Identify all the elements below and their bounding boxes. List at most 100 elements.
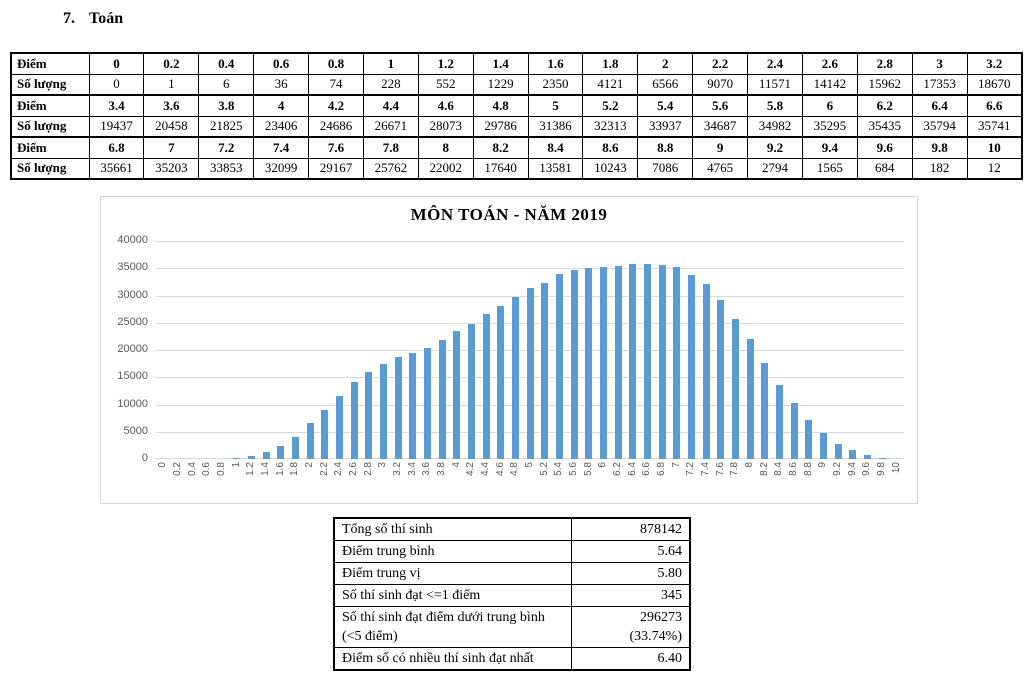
score-cell: 0.6	[253, 52, 309, 75]
score-cell: 3.6	[143, 94, 200, 117]
count-cell: 33937	[637, 115, 694, 138]
x-axis-tick-label: 2.8	[362, 462, 374, 476]
score-cell: 2.8	[856, 52, 913, 75]
x-axis-tick-label: 0.8	[216, 462, 227, 476]
count-cell: 9070	[692, 73, 748, 96]
count-cell: 32313	[582, 115, 639, 138]
summary-value: 345	[570, 584, 691, 607]
summary-row: Điểm trung bình 5.64	[333, 540, 691, 563]
row-label: Số lượng	[10, 157, 90, 180]
count-cell: 0	[88, 73, 145, 96]
count-cell: 6	[198, 73, 255, 96]
row-label: Điểm	[10, 52, 90, 75]
x-axis-tick-label: 4.6	[494, 462, 506, 476]
score-cell: 0.2	[143, 52, 200, 75]
bar	[291, 437, 299, 459]
score-cell: 2.2	[692, 52, 748, 75]
x-axis-tick-label: 5.4	[553, 462, 565, 476]
count-cell: 29167	[308, 157, 364, 180]
count-cell: 1229	[472, 73, 529, 96]
score-cell: 8.8	[637, 136, 694, 159]
gridline	[156, 268, 904, 270]
x-axis-tick-label: 0.6	[201, 462, 213, 476]
summary-label: Số thí sinh đạt <=1 điểm	[333, 584, 572, 607]
count-cell: 15962	[856, 73, 913, 96]
score-table: Điểm 0 0.2 0.4 0.6 0.8 1 1.2 1.4 1.6 1.8 2 2.2 2.4 2.6…	[10, 52, 1023, 180]
bar	[878, 458, 886, 459]
summary-table: Tổng số thí sinh 878142 Điểm trung bình 5.6…	[333, 517, 691, 671]
x-axis-tick-label: 9.4	[846, 462, 858, 476]
x-axis-tick-label: 7.8	[729, 462, 741, 476]
score-cell: 6.8	[88, 136, 145, 159]
score-cell: 6.6	[966, 94, 1023, 117]
bar	[379, 364, 387, 459]
bar	[233, 458, 241, 459]
count-cell: 4121	[582, 73, 639, 96]
count-cell: 18670	[966, 73, 1023, 96]
count-cell: 36	[253, 73, 309, 96]
score-table-body: Điểm 0 0.2 0.4 0.6 0.8 1 1.2 1.4 1.6 1.8 2 2.2 2.4 2.6…	[10, 52, 1023, 180]
chart-title: MÔN TOÁN - NĂM 2019	[410, 205, 608, 224]
y-axis-tick-label: 30000	[117, 288, 148, 301]
count-cell: 35295	[801, 115, 858, 138]
score-cell: 9.2	[747, 136, 803, 159]
count-cell: 34687	[692, 115, 748, 138]
count-cell: 34982	[747, 115, 803, 138]
y-axis-tick-label: 0	[141, 452, 148, 464]
bar	[819, 433, 827, 459]
summary-label: Điểm trung bình	[333, 540, 572, 563]
count-cell: 19437	[88, 115, 145, 138]
x-axis-tick-label: 2	[304, 462, 315, 468]
count-cell: 17353	[911, 73, 968, 96]
bar	[629, 264, 637, 459]
score-cell: 7.8	[362, 136, 419, 159]
count-cell: 23406	[253, 115, 309, 138]
x-axis-tick-label: 7	[670, 462, 682, 468]
score-cell: 9	[692, 136, 748, 159]
bar	[423, 348, 431, 459]
count-cell: 25762	[362, 157, 419, 180]
x-axis-tick-label: 8.2	[758, 462, 770, 476]
summary-label: Tổng số thí sinh	[333, 517, 572, 541]
count-cell: 28073	[417, 115, 474, 138]
bar	[761, 363, 769, 459]
score-cell: 9.6	[856, 136, 913, 159]
x-axis-tick-label: 3	[377, 462, 389, 468]
score-cell: 5.8	[747, 94, 803, 117]
x-axis-tick-label: 0	[157, 462, 169, 468]
bar	[277, 446, 285, 459]
score-cell: 6	[801, 94, 858, 117]
x-axis-tick-label: 2.4	[333, 462, 345, 476]
bar	[555, 274, 563, 459]
count-cell: 17640	[472, 157, 529, 180]
bar	[702, 284, 710, 459]
count-cell: 74	[308, 73, 364, 96]
row-label: Số lượng	[10, 115, 90, 138]
x-axis-tick-label: 5.6	[568, 462, 579, 476]
score-cell: 5.6	[692, 94, 748, 117]
bar	[335, 396, 343, 459]
bar	[570, 270, 578, 459]
summary-value: 878142	[570, 517, 691, 541]
count-cell: 552	[417, 73, 474, 96]
x-axis-tick-label: 10	[890, 462, 902, 474]
bar	[438, 340, 446, 459]
x-axis-tick-label: 8.6	[788, 462, 799, 476]
count-cell: 182	[911, 157, 968, 180]
summary-row: Điểm số có nhiều thí sinh đạt nhất 6.40	[333, 647, 691, 671]
summary-label: Số thí sinh đạt điểm dưới trung bình (<5…	[333, 606, 572, 648]
y-axis-tick-label: 40000	[117, 234, 148, 246]
bar	[247, 456, 255, 459]
count-cell: 35741	[966, 115, 1023, 138]
section-title: Toán	[89, 10, 124, 27]
score-cell: 1.8	[582, 52, 639, 75]
score-cell: 3.4	[88, 94, 145, 117]
score-cell: 4	[253, 94, 309, 117]
bar	[805, 420, 813, 459]
bar	[394, 357, 402, 459]
count-cell: 684	[856, 157, 913, 180]
x-axis-tick-label: 7.2	[685, 462, 697, 476]
x-axis-tick-label: 4.2	[465, 462, 477, 476]
bar	[687, 275, 695, 459]
x-axis-tick-label: 8	[744, 462, 755, 468]
